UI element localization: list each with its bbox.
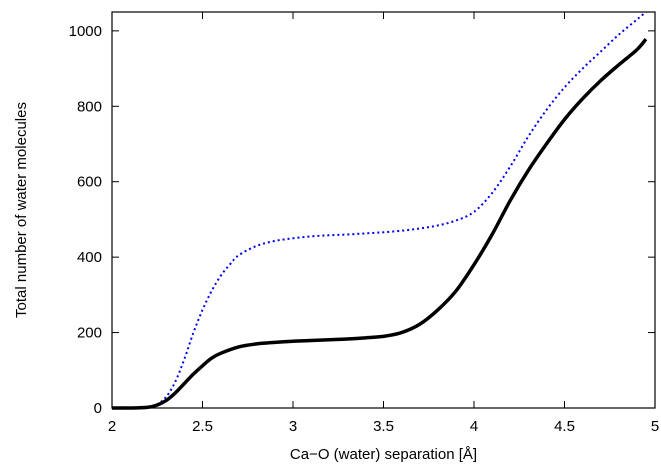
series-line-blue-dotted: [111, 11, 647, 410]
y-tick-label: 600: [77, 174, 102, 191]
plot-lines: [111, 11, 648, 410]
series-line-black-solid: [111, 38, 648, 410]
x-tick-label: 3.5: [373, 418, 394, 435]
plot-frame: [111, 11, 656, 409]
tick-labels: 2 2.5 3 3.5 4 4.5 5 0 200 400 600 800 1000: [69, 23, 660, 435]
axis-ticks: [111, 12, 656, 409]
x-tick-label: 4: [470, 418, 478, 435]
y-tick-label: 1000: [69, 23, 102, 40]
x-tick-label: 2.5: [192, 418, 213, 435]
y-tick-label: 200: [77, 325, 102, 342]
x-tick-label: 3: [289, 418, 297, 435]
x-tick-label: 4.5: [554, 418, 575, 435]
x-tick-label: 2: [108, 418, 116, 435]
y-tick-label: 800: [77, 98, 102, 115]
y-tick-label: 0: [94, 400, 102, 417]
y-tick-label: 400: [77, 249, 102, 266]
x-tick-label: 5: [651, 418, 659, 435]
x-axis-label: Ca−O (water) separation [Å]: [290, 446, 477, 463]
y-axis-label: Total number of water molecules: [13, 102, 30, 318]
